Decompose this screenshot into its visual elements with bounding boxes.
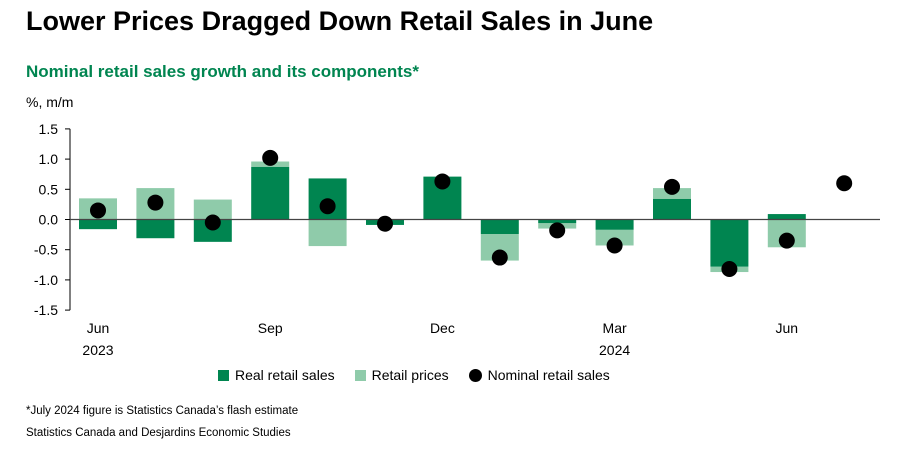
y-tick-label: 0.5 <box>39 181 59 197</box>
legend-label-prices: Retail prices <box>371 367 449 383</box>
bar-real-retail-sales <box>595 219 634 230</box>
bar-real-retail-sales <box>538 219 577 224</box>
legend-swatch-nominal <box>468 368 482 382</box>
y-axis-label: %, m/m <box>26 94 74 110</box>
dot-nominal-retail-sales <box>549 222 566 239</box>
legend-nominal: Nominal retail sales <box>468 367 610 383</box>
legend-swatch-real <box>218 369 229 381</box>
chart-title: Lower Prices Dragged Down Retail Sales i… <box>26 6 654 36</box>
y-tick-label: -1.0 <box>34 272 58 288</box>
footnote: *July 2024 figure is Statistics Canada’s… <box>26 405 299 417</box>
dot-nominal-retail-sales <box>377 215 393 232</box>
x-tick-label: Sep <box>258 320 283 336</box>
bar-real-retail-sales <box>767 214 806 220</box>
bar-real-retail-sales <box>480 219 519 234</box>
x-year-label: 2023 <box>82 342 113 358</box>
legend-prices: Retail prices <box>354 367 449 383</box>
dot-nominal-retail-sales <box>319 198 336 215</box>
dot-nominal-retail-sales <box>721 261 738 278</box>
x-tick-label: Dec <box>430 320 455 336</box>
dot-nominal-retail-sales <box>491 249 508 266</box>
bar-retail-prices <box>193 199 232 220</box>
legend-label-nominal: Nominal retail sales <box>487 367 610 383</box>
bar-real-retail-sales <box>193 219 232 242</box>
bar-retail-prices <box>308 219 347 247</box>
legend-real: Real retail sales <box>218 367 335 383</box>
y-tick-label: 1.5 <box>39 121 59 137</box>
source: Statistics Canada and Desjardins Economi… <box>26 427 291 439</box>
dot-nominal-retail-sales <box>606 237 623 254</box>
bar-real-retail-sales <box>136 219 175 239</box>
dot-nominal-retail-sales <box>836 175 853 192</box>
legend-swatch-prices <box>354 369 366 381</box>
bar-real-retail-sales <box>710 219 749 267</box>
dot-nominal-retail-sales <box>147 194 164 211</box>
x-tick-label: Mar <box>603 320 627 336</box>
x-year-label: 2024 <box>599 342 630 358</box>
dot-nominal-retail-sales <box>262 149 279 166</box>
chart-subtitle: Nominal retail sales growth and its comp… <box>26 62 419 81</box>
dot-nominal-retail-sales <box>778 232 795 249</box>
bar-real-retail-sales <box>79 219 117 230</box>
bar-real-retail-sales <box>251 166 290 220</box>
bar-real-retail-sales <box>653 198 691 220</box>
y-tick-label: -0.5 <box>34 242 58 258</box>
dot-nominal-retail-sales <box>90 202 106 219</box>
y-tick-label: -1.5 <box>34 302 58 318</box>
y-tick-label: 0.0 <box>39 212 59 228</box>
legend-label-real: Real retail sales <box>235 367 335 383</box>
legend: Real retail sales Retail prices Nominal … <box>218 367 610 383</box>
x-tick-label: Jun <box>87 320 110 336</box>
dot-nominal-retail-sales <box>664 178 680 195</box>
x-tick-label: Jun <box>776 320 799 336</box>
dot-nominal-retail-sales <box>434 173 451 190</box>
dot-nominal-retail-sales <box>204 214 221 231</box>
y-tick-label: 1.0 <box>39 151 59 167</box>
chart: 1.5 1.0 0.5 0.0 -0.5 -1.0 -1.5 Jun 2023 Sep Dec Mar… <box>34 121 880 358</box>
